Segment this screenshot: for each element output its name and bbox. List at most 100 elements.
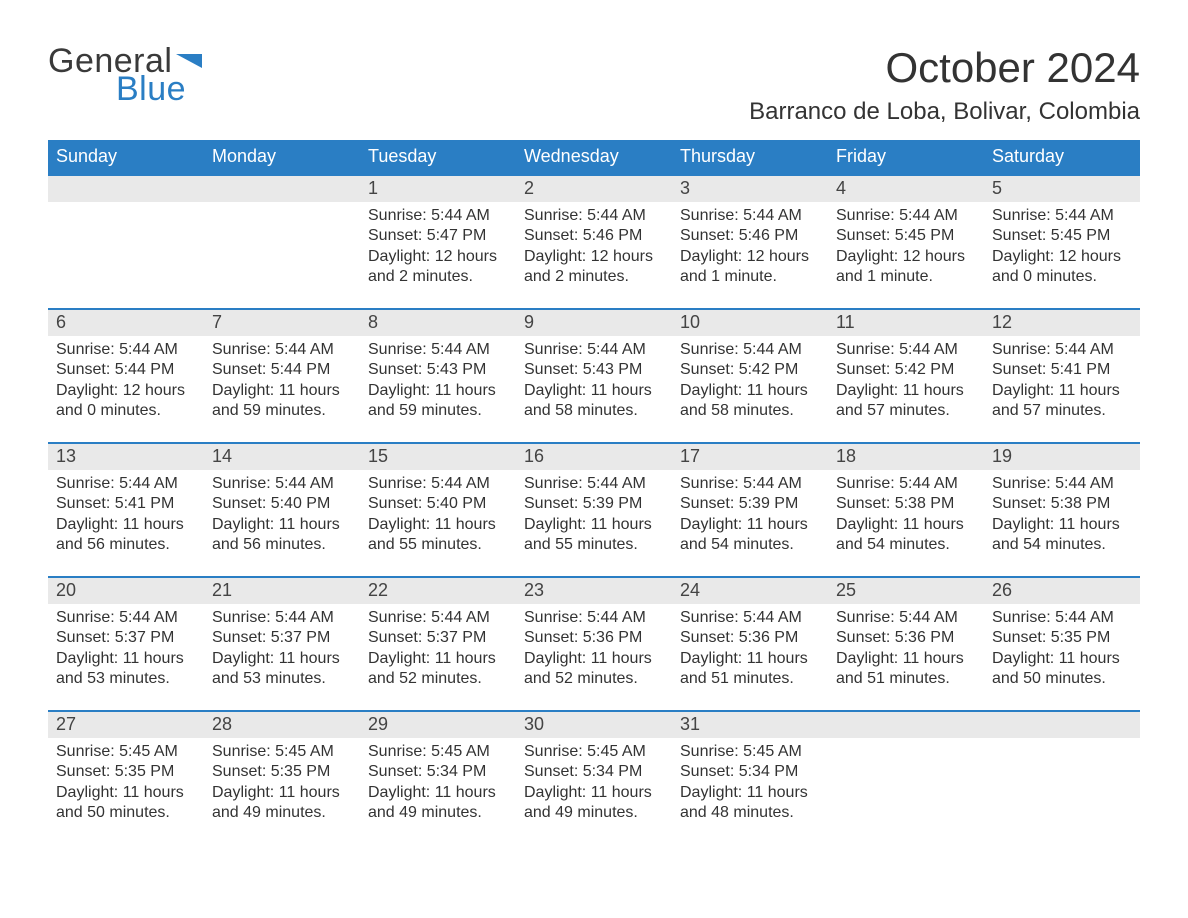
day-details: Sunrise: 5:45 AMSunset: 5:34 PMDaylight:… [360,738,516,824]
day-detail-line: Sunrise: 5:44 AM [836,608,976,628]
calendar-day-cell: 29Sunrise: 5:45 AMSunset: 5:34 PMDayligh… [360,712,516,830]
day-detail-line: and 50 minutes. [56,803,196,823]
day-detail-line: Daylight: 11 hours [56,649,196,669]
day-detail-line: Daylight: 11 hours [524,515,664,535]
day-details: Sunrise: 5:44 AMSunset: 5:41 PMDaylight:… [48,470,204,556]
day-detail-line: and 53 minutes. [56,669,196,689]
day-detail-line: and 54 minutes. [680,535,820,555]
day-details: Sunrise: 5:44 AMSunset: 5:42 PMDaylight:… [672,336,828,422]
day-number: 24 [672,578,828,604]
calendar-day-cell: 10Sunrise: 5:44 AMSunset: 5:42 PMDayligh… [672,310,828,428]
logo: General Blue [48,44,202,106]
day-detail-line: Sunset: 5:42 PM [836,360,976,380]
day-detail-line: and 54 minutes. [992,535,1132,555]
day-detail-line: Sunrise: 5:44 AM [836,206,976,226]
day-detail-line: and 51 minutes. [836,669,976,689]
day-detail-line: Daylight: 11 hours [368,783,508,803]
calendar-day-cell: 3Sunrise: 5:44 AMSunset: 5:46 PMDaylight… [672,176,828,294]
day-detail-line: Daylight: 11 hours [992,515,1132,535]
day-detail-line: Sunset: 5:40 PM [212,494,352,514]
day-details [204,202,360,206]
calendar-day-cell: . [48,176,204,294]
day-detail-line: and 57 minutes. [992,401,1132,421]
day-details: Sunrise: 5:45 AMSunset: 5:34 PMDaylight:… [672,738,828,824]
day-detail-line: and 1 minute. [836,267,976,287]
day-detail-line: Daylight: 11 hours [368,649,508,669]
day-number: 16 [516,444,672,470]
day-number: 3 [672,176,828,202]
day-details: Sunrise: 5:44 AMSunset: 5:36 PMDaylight:… [672,604,828,690]
day-detail-line: Daylight: 11 hours [992,649,1132,669]
day-number: 8 [360,310,516,336]
day-detail-line: Daylight: 12 hours [56,381,196,401]
day-detail-line: and 51 minutes. [680,669,820,689]
day-detail-line: Sunrise: 5:44 AM [368,206,508,226]
day-detail-line: Sunset: 5:44 PM [56,360,196,380]
day-detail-line: and 49 minutes. [524,803,664,823]
calendar-day-cell: 20Sunrise: 5:44 AMSunset: 5:37 PMDayligh… [48,578,204,696]
day-detail-line: and 58 minutes. [680,401,820,421]
day-details: Sunrise: 5:44 AMSunset: 5:46 PMDaylight:… [672,202,828,288]
calendar-day-cell: 23Sunrise: 5:44 AMSunset: 5:36 PMDayligh… [516,578,672,696]
day-detail-line: and 2 minutes. [368,267,508,287]
day-detail-line: Sunset: 5:35 PM [992,628,1132,648]
calendar-day-cell: 9Sunrise: 5:44 AMSunset: 5:43 PMDaylight… [516,310,672,428]
day-detail-line: Sunrise: 5:44 AM [836,474,976,494]
day-details: Sunrise: 5:44 AMSunset: 5:40 PMDaylight:… [204,470,360,556]
logo-word-2: Blue [116,72,202,106]
day-detail-line: and 55 minutes. [368,535,508,555]
day-details: Sunrise: 5:44 AMSunset: 5:40 PMDaylight:… [360,470,516,556]
day-details: Sunrise: 5:44 AMSunset: 5:36 PMDaylight:… [516,604,672,690]
day-detail-line: Sunset: 5:39 PM [680,494,820,514]
day-detail-line: Sunset: 5:36 PM [680,628,820,648]
day-number: . [984,712,1140,738]
day-detail-line: Daylight: 11 hours [212,381,352,401]
day-details: Sunrise: 5:45 AMSunset: 5:35 PMDaylight:… [48,738,204,824]
day-details: Sunrise: 5:44 AMSunset: 5:35 PMDaylight:… [984,604,1140,690]
day-detail-line: Sunset: 5:41 PM [992,360,1132,380]
day-detail-line: and 50 minutes. [992,669,1132,689]
day-detail-line: Sunset: 5:36 PM [524,628,664,648]
day-detail-line: Sunset: 5:42 PM [680,360,820,380]
day-details: Sunrise: 5:44 AMSunset: 5:36 PMDaylight:… [828,604,984,690]
day-number: 14 [204,444,360,470]
day-detail-line: and 49 minutes. [368,803,508,823]
day-number: 4 [828,176,984,202]
day-detail-line: and 58 minutes. [524,401,664,421]
day-number: 28 [204,712,360,738]
calendar-week-row: 13Sunrise: 5:44 AMSunset: 5:41 PMDayligh… [48,442,1140,562]
day-detail-line: Sunset: 5:43 PM [524,360,664,380]
day-detail-line: Sunrise: 5:44 AM [836,340,976,360]
col-header: Tuesday [360,140,516,174]
col-header: Wednesday [516,140,672,174]
day-detail-line: Sunrise: 5:45 AM [212,742,352,762]
calendar-day-cell: 26Sunrise: 5:44 AMSunset: 5:35 PMDayligh… [984,578,1140,696]
calendar-day-cell: 24Sunrise: 5:44 AMSunset: 5:36 PMDayligh… [672,578,828,696]
day-detail-line: Daylight: 11 hours [836,649,976,669]
day-detail-line: and 59 minutes. [212,401,352,421]
day-detail-line: Sunrise: 5:45 AM [524,742,664,762]
day-number: 1 [360,176,516,202]
day-detail-line: Sunrise: 5:44 AM [56,608,196,628]
calendar-day-cell: 2Sunrise: 5:44 AMSunset: 5:46 PMDaylight… [516,176,672,294]
day-detail-line: Sunrise: 5:44 AM [56,474,196,494]
day-number: 7 [204,310,360,336]
day-details [48,202,204,206]
day-details: Sunrise: 5:44 AMSunset: 5:45 PMDaylight:… [984,202,1140,288]
calendar-week-row: 6Sunrise: 5:44 AMSunset: 5:44 PMDaylight… [48,308,1140,428]
calendar-day-cell: 5Sunrise: 5:44 AMSunset: 5:45 PMDaylight… [984,176,1140,294]
day-number: 25 [828,578,984,604]
calendar-day-cell: 11Sunrise: 5:44 AMSunset: 5:42 PMDayligh… [828,310,984,428]
day-detail-line: Sunset: 5:34 PM [680,762,820,782]
day-details: Sunrise: 5:44 AMSunset: 5:38 PMDaylight:… [984,470,1140,556]
day-detail-line: Daylight: 11 hours [368,381,508,401]
day-detail-line: and 0 minutes. [56,401,196,421]
day-detail-line: Sunrise: 5:44 AM [992,474,1132,494]
day-detail-line: and 59 minutes. [368,401,508,421]
day-number: 23 [516,578,672,604]
calendar-day-cell: 15Sunrise: 5:44 AMSunset: 5:40 PMDayligh… [360,444,516,562]
day-detail-line: Sunset: 5:38 PM [836,494,976,514]
day-detail-line: Daylight: 11 hours [836,515,976,535]
day-detail-line: Sunset: 5:37 PM [56,628,196,648]
col-header: Sunday [48,140,204,174]
